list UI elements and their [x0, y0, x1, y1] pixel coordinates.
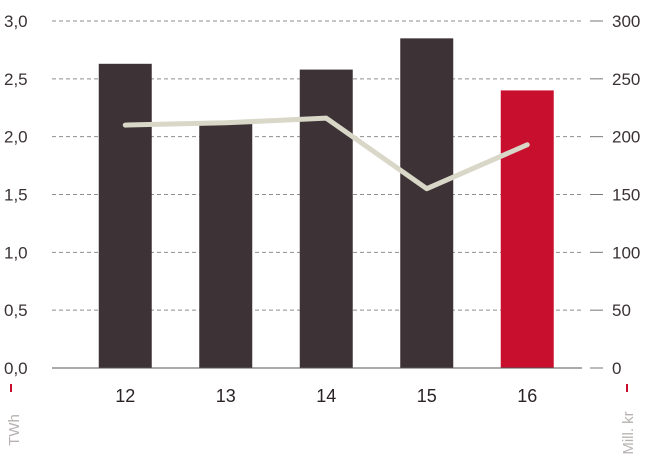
category-label: 14 [316, 386, 336, 406]
left-tick-label: 0,0 [4, 359, 28, 378]
right-tick-label: 0 [612, 359, 621, 378]
left-tick-label: 3,0 [4, 12, 28, 31]
left-axis-unit-label: TWh [6, 414, 23, 446]
left-tick-label: 1,5 [4, 186, 28, 205]
left-tick-label: 0,5 [4, 301, 28, 320]
right-axis-unit-label: Mill. kr [620, 411, 637, 454]
bar-12 [98, 63, 152, 369]
bar-15 [400, 38, 454, 368]
right-y-axis-ticks: 0 50 100 150 200 250 300 [590, 12, 640, 378]
category-label: 15 [417, 386, 437, 406]
line-series [122, 115, 530, 192]
bar-series [98, 38, 554, 369]
right-tick-label: 50 [612, 301, 631, 320]
left-tick-label: 2,5 [4, 70, 28, 89]
right-tick-label: 150 [612, 186, 640, 205]
right-tick-label: 250 [612, 70, 640, 89]
bar-13 [199, 123, 253, 369]
x-axis-categories: 12 13 14 15 16 [115, 386, 537, 406]
category-label: 13 [216, 386, 236, 406]
category-label: 16 [517, 386, 537, 406]
category-label: 12 [115, 386, 135, 406]
right-tick-label: 100 [612, 243, 640, 262]
left-tick-label: 1,0 [4, 243, 28, 262]
bar-14 [299, 69, 353, 368]
bar-16 [500, 90, 554, 369]
right-tick-label: 300 [612, 12, 640, 31]
right-tick-label: 200 [612, 128, 640, 147]
grid-lines [52, 20, 582, 311]
left-tick-label: 2,0 [4, 128, 28, 147]
left-y-axis-ticks: 0,0 0,5 1,0 1,5 2,0 2,5 3,0 [4, 12, 28, 378]
